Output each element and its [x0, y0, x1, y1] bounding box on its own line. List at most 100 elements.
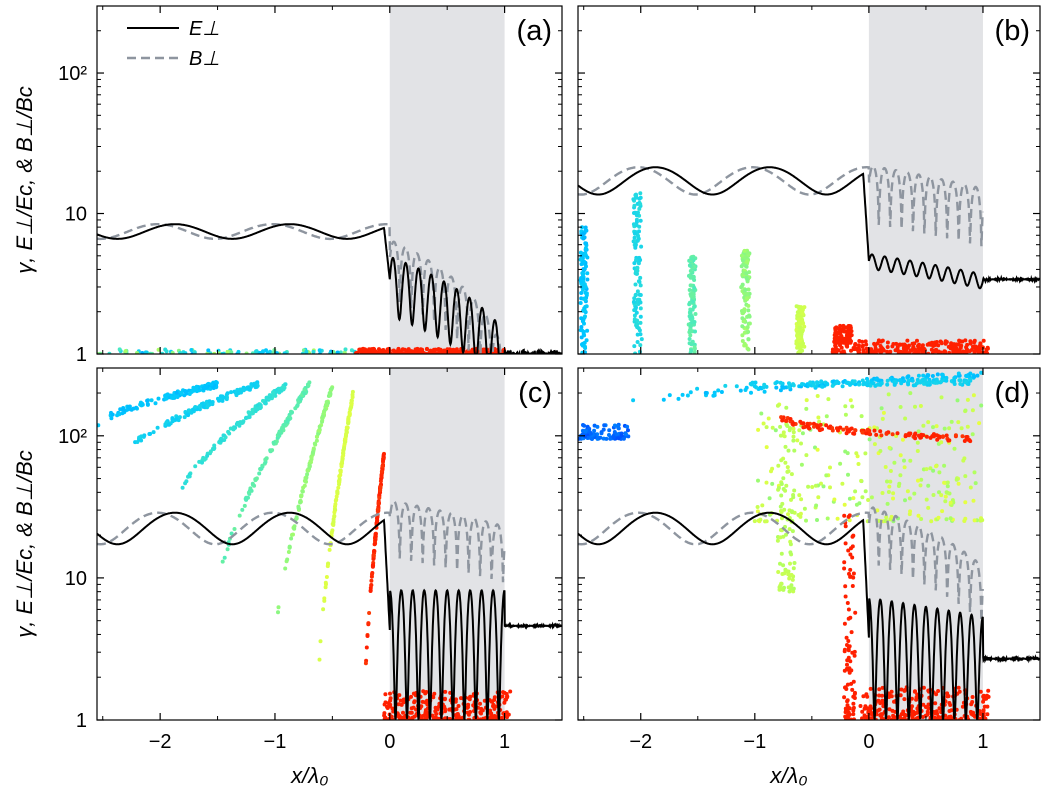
particle — [923, 705, 928, 709]
particle — [602, 423, 607, 428]
particle — [583, 314, 587, 319]
particle — [800, 311, 805, 316]
particle — [912, 432, 917, 437]
particle — [744, 275, 749, 280]
particle — [908, 431, 913, 436]
y-tick-label: 10² — [58, 426, 87, 448]
particle — [934, 424, 939, 429]
particle-group — [97, 347, 357, 354]
particle — [742, 330, 747, 335]
particle — [341, 451, 346, 455]
particle — [815, 447, 820, 452]
particle — [318, 639, 323, 644]
particle — [340, 456, 345, 461]
particle — [885, 382, 890, 387]
panels-layer: 1 10 10² (a) E⊥ B⊥ (b) −2 −1 0 1 1 10 10² (c) −2 −1 0 1 (d) — [58, 5, 1041, 753]
particle — [200, 460, 204, 465]
e-field-line — [578, 166, 1040, 290]
particle — [926, 342, 931, 347]
particle — [834, 349, 839, 353]
particle — [957, 350, 962, 354]
particle — [759, 411, 764, 416]
particle — [126, 404, 131, 409]
particle — [179, 391, 184, 396]
particle — [844, 635, 849, 640]
particle — [931, 493, 936, 497]
particle — [841, 324, 846, 329]
particle — [863, 381, 868, 386]
particle — [402, 347, 407, 352]
particle — [798, 511, 803, 516]
particle — [742, 341, 747, 346]
particle — [634, 305, 638, 310]
particle — [506, 712, 511, 717]
particle — [902, 716, 907, 720]
particle — [579, 291, 584, 295]
particle — [689, 256, 694, 261]
particle — [752, 384, 757, 389]
particle — [601, 427, 606, 432]
particle — [723, 383, 728, 388]
particle — [581, 236, 586, 241]
particle — [981, 699, 986, 704]
particle — [900, 437, 905, 442]
particle — [604, 436, 609, 441]
particle — [481, 351, 486, 354]
particle — [373, 534, 378, 539]
particle — [971, 710, 976, 715]
particle — [907, 343, 911, 348]
particle — [781, 563, 786, 568]
particle — [436, 716, 441, 720]
particle — [687, 288, 692, 292]
particle — [332, 510, 337, 515]
particle — [766, 416, 771, 421]
particle — [739, 264, 744, 269]
particle — [381, 452, 386, 457]
particle — [910, 704, 914, 709]
particle — [337, 479, 341, 484]
particle — [956, 481, 961, 486]
particle — [635, 318, 640, 323]
particle — [580, 225, 585, 230]
particle — [930, 351, 935, 354]
particle — [968, 339, 973, 344]
particle — [328, 351, 333, 354]
particle — [921, 423, 926, 428]
particle — [453, 713, 458, 718]
particle — [342, 446, 346, 450]
particle — [791, 586, 796, 591]
particle — [260, 463, 265, 468]
particle — [947, 350, 952, 354]
particle — [913, 404, 917, 409]
particle — [946, 716, 951, 720]
particle — [833, 381, 838, 386]
e-field-line — [97, 511, 562, 720]
particle — [218, 394, 223, 399]
particle — [687, 273, 692, 278]
y-axis-label-top: γ, E⊥/Ec, & B⊥/Bc — [12, 86, 37, 273]
particle — [785, 469, 790, 474]
particle — [261, 349, 266, 354]
particle — [843, 594, 848, 599]
particle — [156, 396, 161, 401]
particle — [740, 324, 745, 329]
particle — [907, 350, 912, 354]
particle — [878, 429, 883, 434]
particle — [780, 418, 785, 423]
particle — [868, 707, 873, 712]
particle — [786, 585, 791, 590]
particle — [845, 451, 850, 456]
particle — [633, 242, 638, 247]
particle — [582, 321, 586, 326]
particle — [887, 445, 892, 450]
particle — [739, 253, 744, 258]
particle — [584, 291, 589, 296]
particle — [788, 542, 793, 547]
particle — [336, 485, 341, 490]
particle — [850, 584, 855, 588]
particle — [755, 505, 760, 509]
particle — [872, 425, 877, 430]
particle — [377, 347, 381, 352]
particle — [926, 702, 931, 707]
particle — [880, 416, 885, 421]
